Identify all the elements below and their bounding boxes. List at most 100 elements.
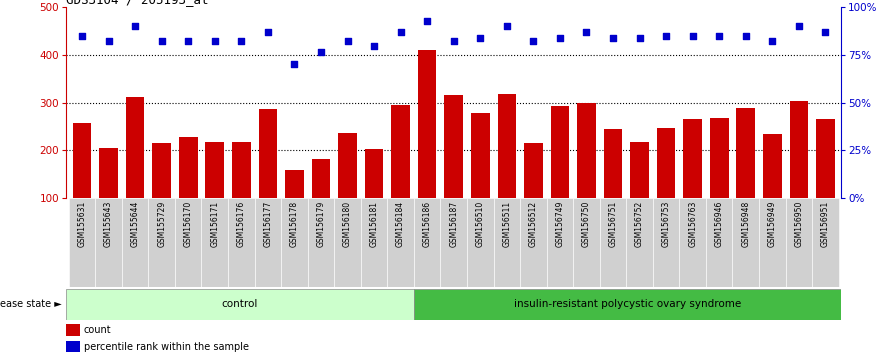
Text: GSM156177: GSM156177 <box>263 201 272 247</box>
Text: control: control <box>222 299 258 309</box>
Bar <box>471 113 490 246</box>
Bar <box>789 101 808 246</box>
Point <box>606 35 620 41</box>
Bar <box>600 198 626 287</box>
Bar <box>763 134 781 246</box>
Bar <box>574 198 600 287</box>
Bar <box>152 143 171 246</box>
Bar <box>338 133 357 246</box>
Text: GDS3104 / 205193_at: GDS3104 / 205193_at <box>66 0 209 6</box>
Bar <box>706 198 732 287</box>
Bar <box>100 148 118 246</box>
Text: GSM156179: GSM156179 <box>316 201 325 247</box>
Bar <box>255 198 281 287</box>
Point <box>287 62 301 67</box>
Bar <box>546 198 574 287</box>
Bar <box>551 107 569 246</box>
Text: GSM156510: GSM156510 <box>476 201 485 247</box>
Bar <box>498 94 516 246</box>
Bar <box>95 198 122 287</box>
Bar <box>66 341 80 352</box>
Bar <box>603 129 622 246</box>
Text: GSM155729: GSM155729 <box>157 201 167 247</box>
Bar <box>418 50 436 246</box>
Point <box>766 39 780 44</box>
Bar <box>148 198 175 287</box>
Bar <box>737 108 755 246</box>
Bar <box>258 109 278 246</box>
Text: GSM155643: GSM155643 <box>104 201 113 247</box>
Bar <box>684 119 702 246</box>
Text: GSM156752: GSM156752 <box>635 201 644 247</box>
Text: GSM156186: GSM156186 <box>423 201 432 247</box>
Point <box>340 39 354 44</box>
Bar <box>232 142 250 246</box>
Text: GSM155644: GSM155644 <box>130 201 139 247</box>
Bar <box>413 289 841 320</box>
Bar <box>816 119 834 246</box>
Bar <box>205 142 224 246</box>
Point <box>580 29 594 35</box>
Bar <box>732 198 759 287</box>
Text: GSM156512: GSM156512 <box>529 201 538 247</box>
Point <box>447 39 461 44</box>
Bar <box>281 198 307 287</box>
Text: GSM156949: GSM156949 <box>768 201 777 247</box>
Bar <box>312 159 330 246</box>
Point <box>128 23 142 29</box>
Text: GSM156749: GSM156749 <box>555 201 565 247</box>
Bar <box>626 198 653 287</box>
Point <box>712 33 726 39</box>
Bar <box>122 198 148 287</box>
Bar <box>66 324 80 336</box>
Point <box>75 33 89 39</box>
Text: disease state ►: disease state ► <box>0 299 62 309</box>
Bar <box>285 170 304 246</box>
Bar <box>630 142 649 246</box>
Text: GSM156753: GSM156753 <box>662 201 670 247</box>
Text: GSM156187: GSM156187 <box>449 201 458 247</box>
Text: GSM156184: GSM156184 <box>396 201 405 247</box>
Text: GSM156176: GSM156176 <box>237 201 246 247</box>
Bar <box>440 198 467 287</box>
Bar <box>444 95 463 246</box>
Bar <box>179 137 197 246</box>
Text: GSM156171: GSM156171 <box>211 201 219 247</box>
Text: GSM156951: GSM156951 <box>821 201 830 247</box>
Point <box>181 39 196 44</box>
Bar <box>467 198 493 287</box>
Bar <box>388 198 414 287</box>
Bar <box>653 198 679 287</box>
Bar <box>126 97 144 246</box>
Text: GSM156948: GSM156948 <box>741 201 751 247</box>
Point <box>739 33 753 39</box>
Bar <box>812 198 839 287</box>
Point <box>526 39 540 44</box>
Text: GSM156751: GSM156751 <box>609 201 618 247</box>
Point <box>633 35 647 41</box>
Bar <box>391 104 410 246</box>
Point <box>792 23 806 29</box>
Bar <box>334 198 361 287</box>
Bar <box>228 198 255 287</box>
Point <box>208 39 222 44</box>
Point <box>420 19 434 24</box>
Point <box>367 44 381 49</box>
Bar <box>577 103 596 246</box>
Point <box>394 29 408 35</box>
Point <box>101 39 115 44</box>
Point <box>685 33 700 39</box>
Bar <box>520 198 546 287</box>
Bar <box>73 123 92 246</box>
Point <box>473 35 487 41</box>
Text: GSM156181: GSM156181 <box>369 201 379 247</box>
Text: GSM155631: GSM155631 <box>78 201 86 247</box>
Bar <box>307 198 334 287</box>
Text: insulin-resistant polycystic ovary syndrome: insulin-resistant polycystic ovary syndr… <box>514 299 741 309</box>
Bar <box>493 198 520 287</box>
Text: GSM156750: GSM156750 <box>582 201 591 247</box>
Text: GSM156950: GSM156950 <box>795 201 803 247</box>
Point <box>314 49 328 55</box>
Bar <box>710 118 729 246</box>
Text: percentile rank within the sample: percentile rank within the sample <box>84 342 249 352</box>
